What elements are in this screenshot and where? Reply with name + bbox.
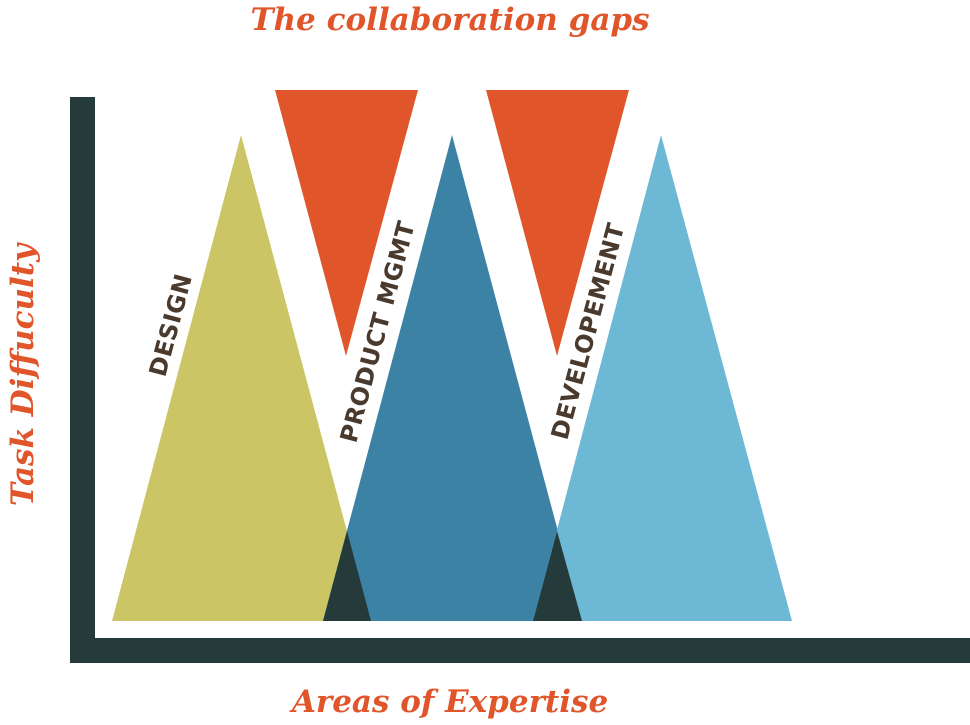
y-axis-label: Task Diffuculty xyxy=(5,242,41,506)
gap-triangle-design-product xyxy=(275,90,418,356)
x-axis-label: Areas of Expertise xyxy=(289,684,608,720)
area-triangle-product-mgmt xyxy=(323,135,582,621)
y-axis-line xyxy=(70,97,95,663)
diagram-title: The collaboration gaps xyxy=(250,2,649,38)
gap-triangle-product-development xyxy=(486,90,629,356)
area-triangle-design xyxy=(112,135,371,621)
overlap-design-product xyxy=(323,531,371,621)
expertise-areas xyxy=(112,135,792,621)
collaboration-gaps xyxy=(275,90,629,356)
x-axis-line xyxy=(70,638,970,663)
area-triangle-development xyxy=(533,135,792,621)
overlap-product-development xyxy=(533,531,582,621)
overlap-regions xyxy=(323,531,582,621)
axes xyxy=(70,97,970,663)
